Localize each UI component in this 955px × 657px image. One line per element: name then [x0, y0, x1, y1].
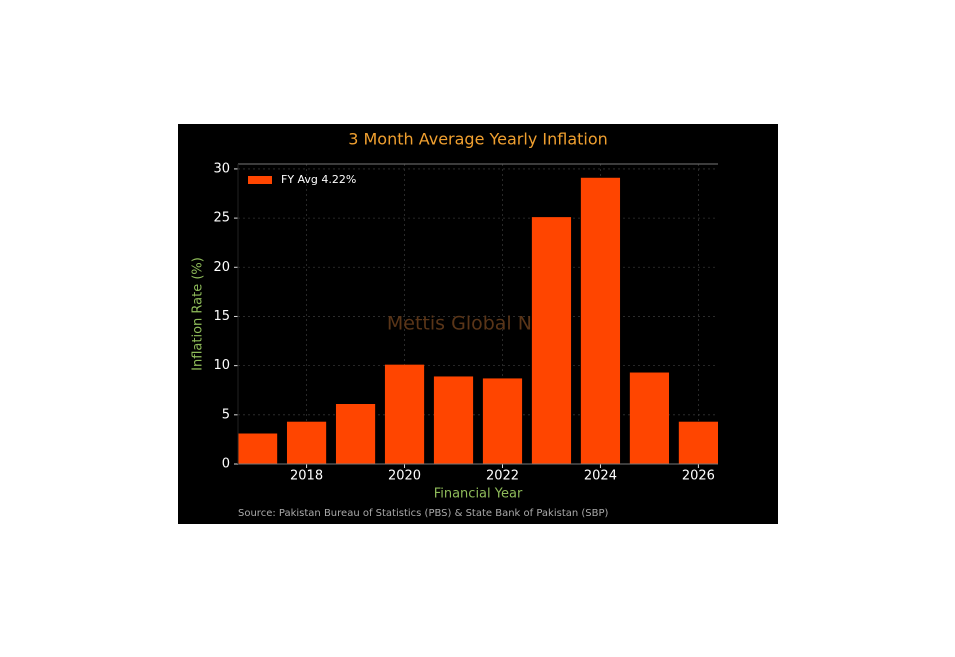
bar: [482, 378, 523, 464]
bar: [286, 421, 327, 464]
bar: [531, 217, 572, 464]
chart-background: [178, 124, 778, 524]
x-tick-label: 2024: [584, 469, 617, 484]
bar: [580, 177, 621, 464]
x-axis-label: Financial Year: [434, 487, 523, 502]
y-tick-label: 15: [213, 309, 230, 324]
x-tick-label: 2020: [388, 469, 421, 484]
y-tick-label: 25: [213, 211, 230, 226]
x-tick-label: 2018: [290, 469, 323, 484]
bar: [629, 372, 670, 464]
y-tick-label: 10: [213, 358, 230, 373]
bar: [678, 421, 718, 464]
source-note: Source: Pakistan Bureau of Statistics (P…: [238, 508, 609, 519]
y-tick-label: 20: [213, 260, 230, 275]
bar: [384, 364, 425, 464]
watermark: Mettis Global News: [387, 313, 569, 335]
legend-label: FY Avg 4.22%: [281, 173, 356, 186]
bar: [238, 433, 278, 464]
y-tick-label: 30: [213, 161, 230, 176]
bar: [335, 404, 376, 464]
bar: [433, 376, 474, 464]
y-axis-label: Inflation Rate (%): [191, 257, 206, 371]
y-tick-label: 5: [222, 407, 230, 422]
y-tick-label: 0: [222, 457, 230, 472]
x-tick-label: 2026: [682, 469, 715, 484]
x-tick-label: 2022: [486, 469, 519, 484]
legend-swatch: [248, 176, 272, 184]
chart-title: 3 Month Average Yearly Inflation: [348, 130, 608, 149]
